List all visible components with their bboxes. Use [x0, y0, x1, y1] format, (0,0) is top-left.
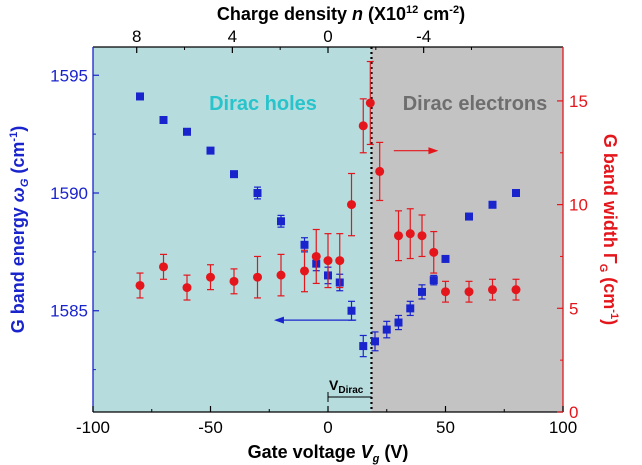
region-holes-shade	[93, 47, 372, 412]
left-tick-label: 1590	[50, 184, 88, 203]
right-tick-label: 15	[569, 92, 588, 111]
left-tick-label: 1595	[50, 66, 88, 85]
top-tick-label: 0	[323, 27, 332, 46]
energy-data-point	[206, 146, 215, 155]
energy-data-point	[230, 170, 238, 179]
x-tick-label: 100	[549, 418, 577, 437]
dirac-electrons-label: Dirac electrons	[403, 93, 548, 115]
top-tick-label: -4	[416, 27, 431, 46]
energy-data-point	[465, 212, 473, 221]
width-data-point	[375, 166, 385, 176]
energy-data-point	[359, 342, 368, 351]
width-data-point	[300, 266, 309, 276]
width-data-point	[206, 272, 215, 282]
energy-data-point	[382, 325, 391, 334]
width-data-point	[311, 251, 321, 261]
width-data-point	[335, 256, 345, 266]
energy-arrow-head	[273, 316, 284, 324]
x-tick-label: -50	[198, 418, 223, 437]
width-data-point	[229, 276, 239, 286]
width-data-point	[358, 121, 368, 131]
width-data-point	[511, 285, 521, 295]
width-data-point	[253, 272, 262, 282]
energy-data-point	[277, 217, 285, 226]
vdirac-label: VDirac	[329, 377, 364, 396]
width-data-point	[365, 98, 375, 108]
width-data-point	[347, 200, 356, 210]
energy-data-point	[371, 337, 379, 346]
width-data-point	[159, 262, 168, 272]
energy-data-point	[418, 287, 426, 296]
width-data-point	[441, 287, 450, 297]
energy-data-point	[159, 116, 168, 124]
x-axis-label: Gate voltage Vg (V)	[248, 442, 409, 465]
width-arrow-head	[428, 147, 439, 155]
width-data-point	[417, 231, 427, 241]
energy-data-point	[183, 127, 191, 136]
energy-data-point	[441, 254, 450, 263]
width-data-point	[276, 270, 286, 280]
right-axis-label: G band width ΓG (cm-1)	[597, 134, 620, 325]
left-axis-label: G band energy ωG (cm-1)	[8, 126, 31, 333]
left-tick-label: 1585	[50, 302, 88, 321]
width-data-point	[394, 231, 403, 241]
energy-data-point	[253, 189, 262, 197]
width-data-point	[182, 283, 192, 293]
energy-data-point	[394, 318, 403, 327]
region-electrons-shade	[371, 47, 563, 412]
width-data-point	[488, 285, 497, 295]
energy-data-point	[136, 92, 144, 101]
width-data-point	[135, 280, 145, 290]
width-data-point	[429, 247, 439, 257]
energy-data-point	[300, 240, 309, 249]
width-data-point	[405, 229, 415, 239]
right-tick-label: 0	[569, 403, 578, 422]
width-data-point	[323, 256, 333, 266]
right-tick-label: 5	[569, 299, 578, 318]
energy-data-point	[488, 200, 497, 209]
x-tick-label: 0	[323, 418, 332, 437]
top-tick-label: 4	[228, 27, 237, 46]
dirac-holes-label: Dirac holes	[209, 93, 317, 115]
energy-data-point	[347, 306, 356, 315]
top-axis-label: Charge density n (X1012 cm-2)	[217, 4, 465, 24]
x-tick-label: -100	[76, 418, 110, 437]
energy-data-point	[512, 189, 520, 197]
energy-data-point	[429, 276, 438, 285]
x-tick-label: 50	[436, 418, 455, 437]
width-data-point	[464, 287, 474, 297]
energy-data-point	[406, 304, 415, 313]
right-tick-label: 10	[569, 196, 588, 215]
top-tick-label: 8	[132, 27, 141, 46]
